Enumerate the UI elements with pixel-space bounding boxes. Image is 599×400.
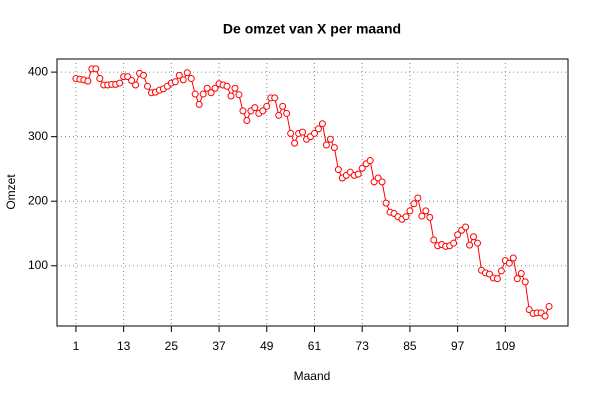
data-point	[128, 76, 136, 84]
data-point	[354, 170, 362, 178]
data-point	[191, 90, 199, 98]
data-point	[183, 69, 191, 77]
data-point	[378, 178, 386, 186]
x-tick-label: 13	[117, 339, 131, 353]
data-point	[505, 259, 513, 267]
data-point	[474, 239, 482, 247]
data-point	[92, 65, 100, 73]
data-point	[263, 102, 271, 110]
data-point	[358, 164, 366, 172]
data-point	[450, 239, 458, 247]
data-point	[251, 104, 259, 112]
y-tick-label: 200	[28, 193, 48, 207]
data-point	[517, 270, 525, 278]
data-point	[509, 254, 517, 262]
data-point	[239, 107, 247, 115]
data-point	[330, 144, 338, 152]
data-point	[132, 81, 140, 89]
data-point	[326, 135, 334, 143]
data-point	[211, 84, 219, 92]
data-point	[318, 120, 326, 128]
data-point	[231, 84, 239, 92]
data-point	[513, 275, 521, 283]
data-point	[291, 139, 299, 147]
x-tick-label: 25	[165, 339, 179, 353]
data-point	[207, 89, 215, 97]
data-point	[235, 91, 243, 99]
data-point	[493, 275, 501, 283]
data-point	[227, 92, 235, 100]
chart-title: De omzet van X per maand	[223, 21, 401, 37]
data-point	[243, 117, 251, 125]
data-point	[545, 302, 553, 310]
data-point	[334, 166, 342, 174]
x-tick-label: 109	[495, 339, 515, 353]
data-point	[314, 125, 322, 133]
data-point	[322, 141, 330, 149]
data-point	[199, 90, 207, 98]
data-line	[75, 68, 550, 317]
data-point	[287, 129, 295, 137]
data-point	[430, 236, 438, 244]
data-point	[462, 223, 470, 231]
data-point	[223, 82, 231, 90]
x-tick-label: 97	[451, 339, 465, 353]
data-point	[299, 128, 307, 136]
data-point	[426, 213, 434, 221]
data-point	[497, 267, 505, 275]
data-point	[179, 76, 187, 84]
y-tick-label: 400	[28, 64, 48, 78]
x-tick-label: 73	[356, 339, 370, 353]
data-point	[143, 82, 151, 90]
data-point	[414, 194, 422, 202]
data-point	[96, 75, 104, 83]
y-axis-label: Omzet	[4, 174, 18, 210]
data-point	[203, 84, 211, 92]
data-point	[521, 278, 529, 286]
data-point	[466, 241, 474, 249]
data-point	[366, 157, 374, 165]
x-tick-label: 37	[212, 339, 226, 353]
data-point	[171, 78, 179, 86]
data-point	[422, 207, 430, 215]
data-point	[84, 77, 92, 85]
data-point	[275, 111, 283, 119]
x-tick-label: 1	[73, 339, 80, 353]
x-tick-label: 85	[403, 339, 417, 353]
data-point	[541, 312, 549, 320]
plot-box	[56, 58, 569, 327]
x-tick-label: 49	[260, 339, 274, 353]
data-point	[116, 79, 124, 87]
data-point	[454, 231, 462, 239]
x-axis-label: Maand	[294, 369, 331, 383]
data-point	[283, 109, 291, 117]
data-point	[470, 233, 478, 241]
x-tick-label: 61	[308, 339, 322, 353]
data-point	[382, 199, 390, 207]
data-point	[402, 213, 410, 221]
data-point	[418, 212, 426, 220]
data-point	[259, 107, 267, 115]
data-point	[406, 207, 414, 215]
data-point	[310, 129, 318, 137]
data-point	[279, 102, 287, 110]
data-point	[410, 200, 418, 208]
data-point	[140, 71, 148, 79]
y-tick-label: 300	[28, 129, 48, 143]
y-tick-label: 100	[28, 258, 48, 272]
data-point	[195, 100, 203, 108]
data-point	[175, 71, 183, 79]
data-point	[271, 94, 279, 102]
data-point	[187, 75, 195, 83]
